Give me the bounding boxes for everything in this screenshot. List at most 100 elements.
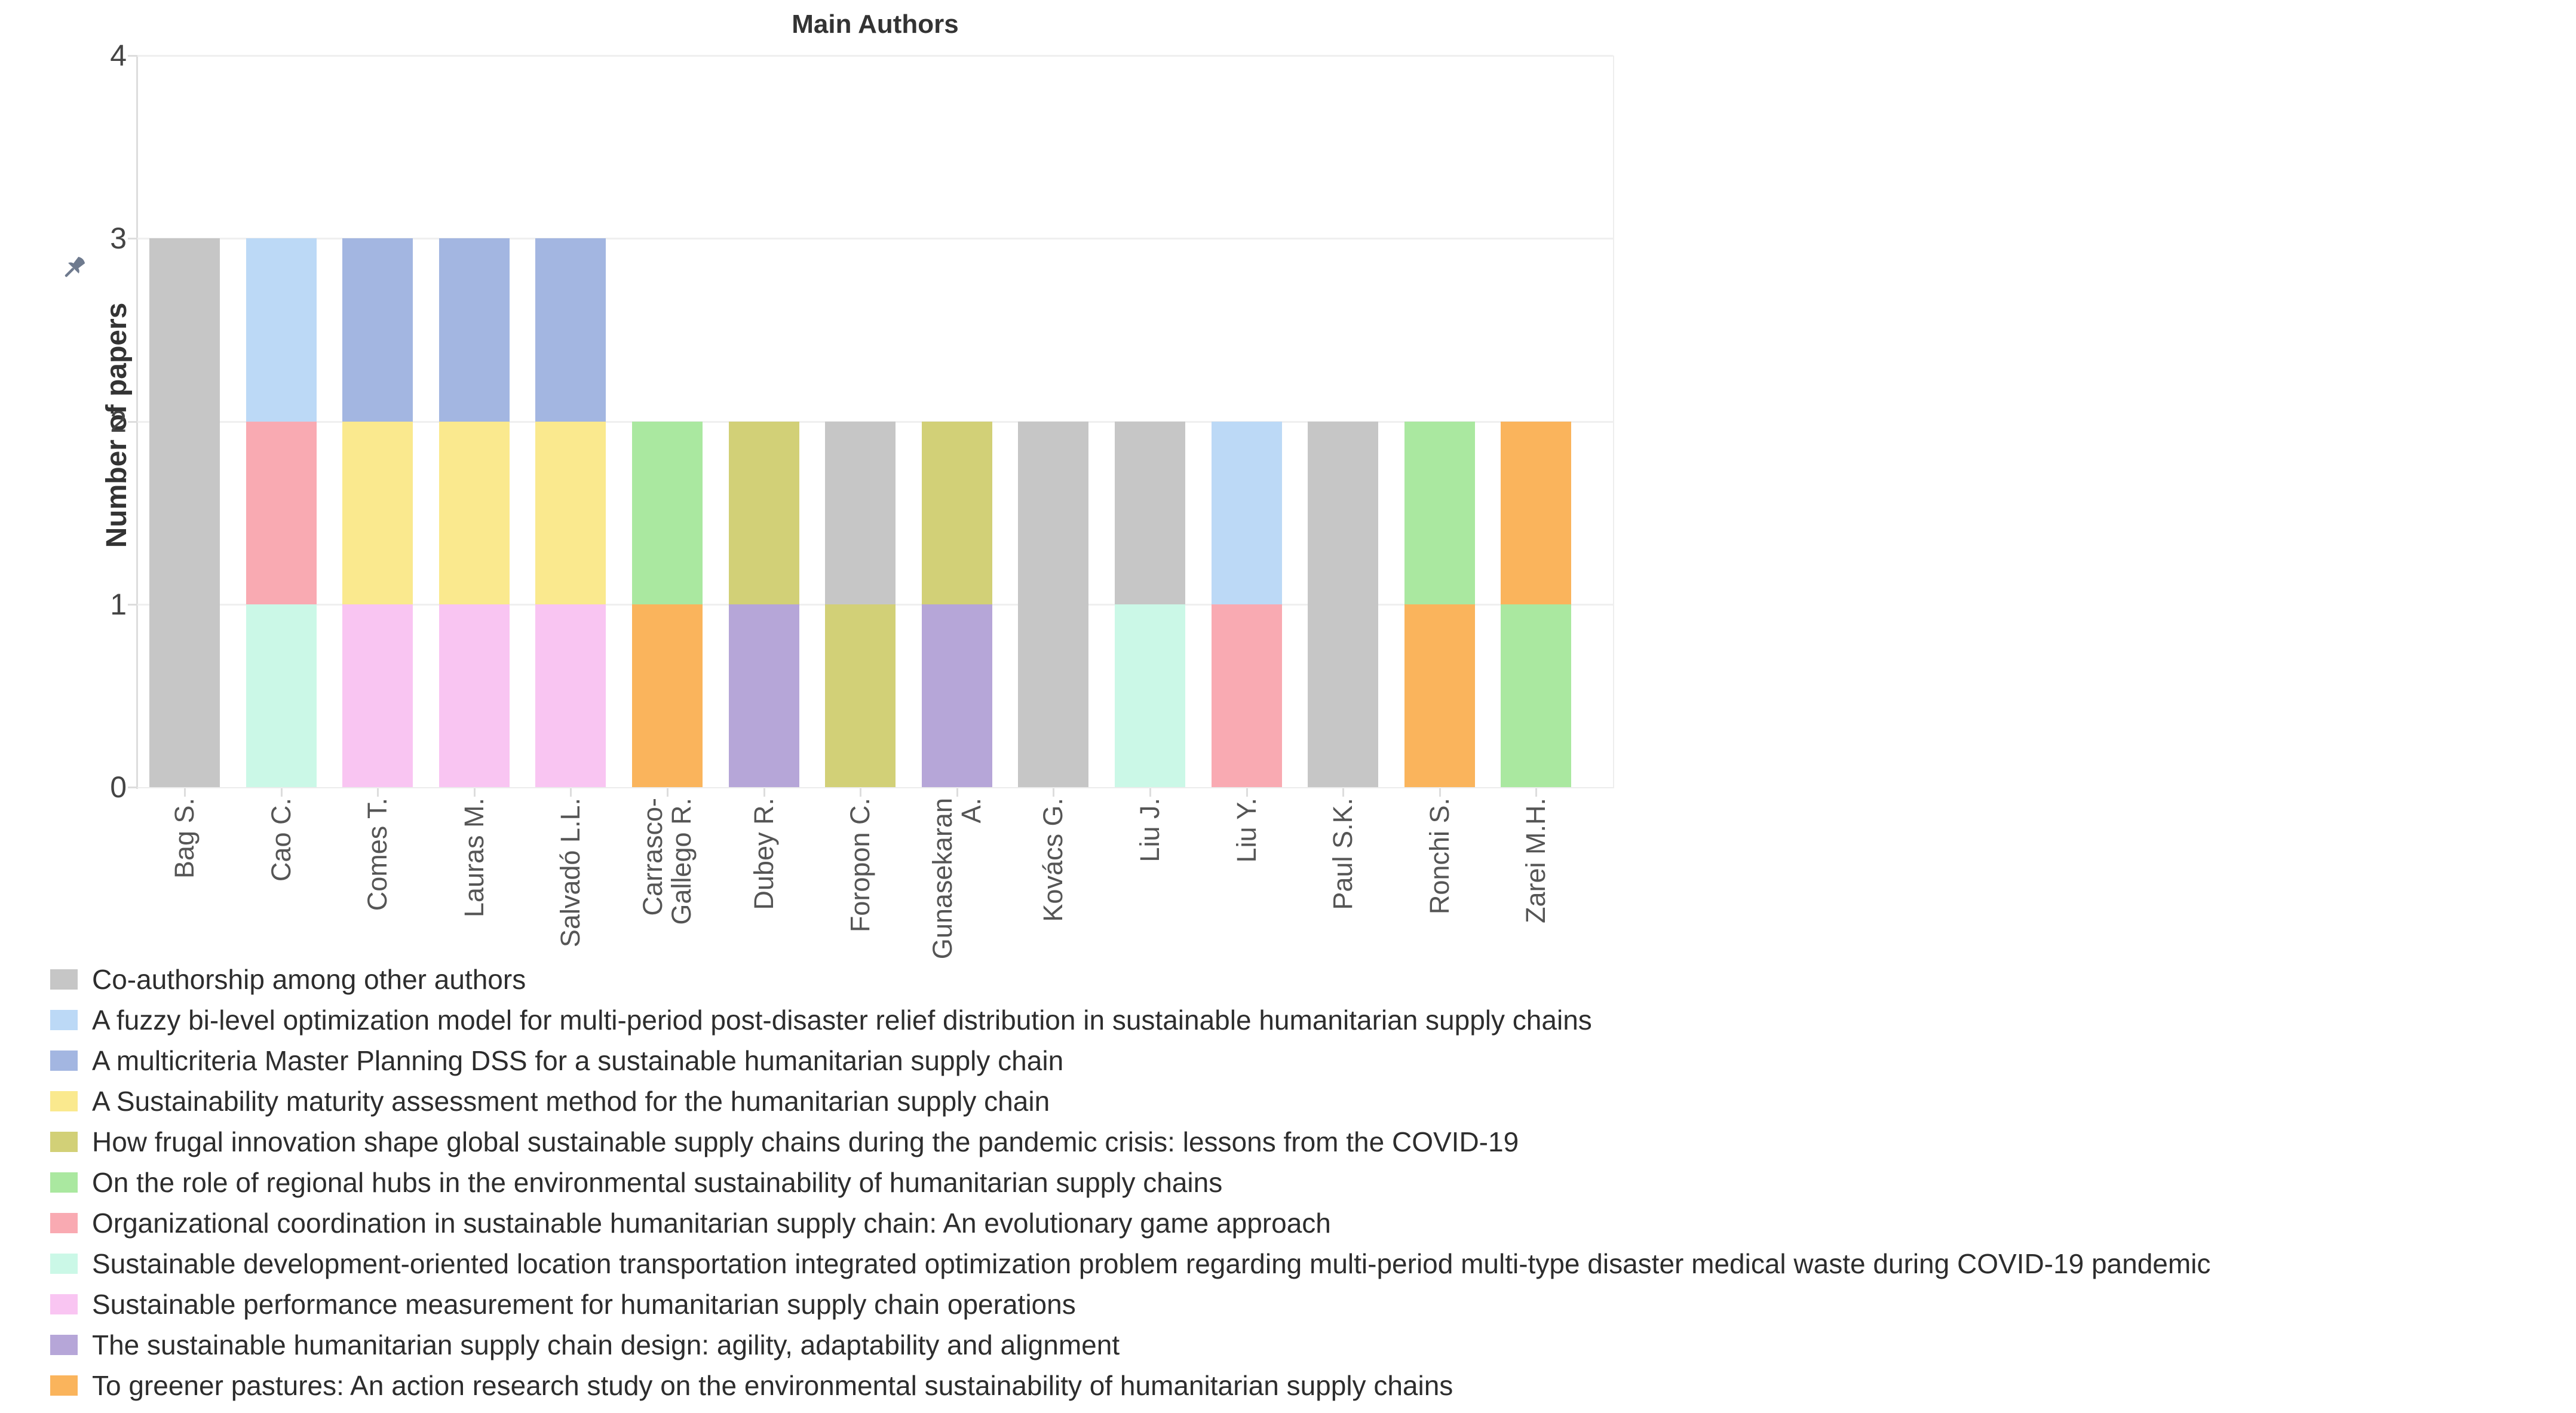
legend-swatch — [50, 1375, 78, 1396]
legend-row[interactable]: Sustainable performance measurement for … — [50, 1284, 2210, 1325]
x-tick-mark — [667, 788, 668, 797]
bar-segment[interactable] — [1404, 421, 1475, 604]
legend-swatch — [50, 1091, 78, 1111]
x-tick-mark — [184, 788, 186, 797]
bar-segment[interactable] — [1308, 421, 1379, 604]
bar-segment[interactable] — [342, 604, 413, 787]
legend-row[interactable]: Organizational coordination in sustainab… — [50, 1203, 2210, 1243]
bar-segment[interactable] — [825, 421, 896, 604]
bar-segment[interactable] — [1501, 421, 1572, 604]
gridline-y-3 — [137, 238, 1613, 240]
bar-segment[interactable] — [632, 421, 703, 604]
legend-row[interactable]: Co-authorship among other authors — [50, 959, 2210, 1000]
bar-segment[interactable] — [1018, 421, 1089, 604]
legend-swatch — [50, 1132, 78, 1152]
bar-segment[interactable] — [149, 421, 220, 604]
legend: Co-authorship among other authors A fuzzy… — [50, 959, 2210, 1406]
x-axis-line — [137, 787, 1613, 788]
pin-icon[interactable] — [56, 253, 91, 288]
bar-segment[interactable] — [728, 421, 799, 604]
legend-label: The sustainable humanitarian supply chai… — [92, 1329, 1120, 1360]
bar-segment[interactable] — [246, 238, 317, 422]
legend-row[interactable]: Sustainable development-oriented locatio… — [50, 1243, 2210, 1284]
x-tick-mark — [280, 788, 283, 797]
y-tick-label-0: 0 — [110, 770, 127, 804]
x-tick-mark — [956, 788, 958, 797]
bar-segment[interactable] — [632, 604, 703, 787]
legend-swatch — [50, 1254, 78, 1274]
bar-segment[interactable] — [246, 421, 317, 604]
bar-segment[interactable] — [1211, 421, 1282, 604]
bar-segment[interactable] — [246, 604, 317, 787]
bar-segment[interactable] — [535, 421, 606, 604]
legend-swatch — [50, 1010, 78, 1030]
legend-swatch — [50, 1335, 78, 1355]
y-tick-label-2: 2 — [110, 404, 127, 438]
bar-segment[interactable] — [342, 238, 413, 422]
y-tick-mark-0 — [128, 787, 137, 788]
bar-segment[interactable] — [1308, 604, 1379, 787]
legend-row[interactable]: On the role of regional hubs in the envi… — [50, 1162, 2210, 1203]
bar-segment[interactable] — [921, 604, 992, 787]
legend-row[interactable]: A Sustainability maturity assessment met… — [50, 1081, 2210, 1122]
legend-swatch — [50, 1213, 78, 1233]
legend-label: A Sustainability maturity assessment met… — [92, 1086, 1050, 1117]
legend-label: How frugal innovation shape global susta… — [92, 1126, 1519, 1157]
chart-title: Main Authors — [792, 10, 959, 39]
legend-swatch — [50, 1050, 78, 1071]
bar-segment[interactable] — [1501, 604, 1572, 787]
legend-label: Organizational coordination in sustainab… — [92, 1208, 1331, 1239]
y-tick-mark-3 — [128, 238, 137, 240]
bar-segment[interactable] — [1115, 604, 1185, 787]
legend-row[interactable]: A multicriteria Master Planning DSS for … — [50, 1040, 2210, 1081]
y-tick-label-1: 1 — [110, 587, 127, 621]
y-tick-label-3: 3 — [110, 222, 127, 256]
x-tick-mark — [473, 788, 476, 797]
bar-segment[interactable] — [1404, 604, 1475, 787]
bar-segment[interactable] — [1018, 604, 1089, 787]
x-tick-mark — [1342, 788, 1345, 797]
bar-segment[interactable] — [728, 604, 799, 787]
legend-swatch — [50, 969, 78, 990]
bar-segment[interactable] — [921, 421, 992, 604]
x-tick-mark — [860, 788, 862, 797]
legend-label: Sustainable performance measurement for … — [92, 1289, 1076, 1320]
legend-label: A fuzzy bi-level optimization model for … — [92, 1005, 1592, 1036]
y-tick-label-4: 4 — [110, 39, 127, 72]
legend-swatch — [50, 1294, 78, 1314]
x-tick-mark — [570, 788, 572, 797]
y-tick-mark-4 — [128, 55, 137, 57]
bar-segment[interactable] — [149, 604, 220, 787]
legend-row[interactable]: A fuzzy bi-level optimization model for … — [50, 1000, 2210, 1040]
bar-segment[interactable] — [825, 604, 896, 787]
legend-label: On the role of regional hubs in the envi… — [92, 1167, 1223, 1198]
x-tick-mark — [1149, 788, 1151, 797]
y-tick-mark-2 — [128, 420, 137, 423]
bar-segment[interactable] — [438, 238, 510, 422]
legend-row[interactable]: How frugal innovation shape global susta… — [50, 1122, 2210, 1162]
bar-segment[interactable] — [535, 604, 606, 787]
x-tick-mark — [1246, 788, 1248, 797]
x-tick-mark — [1053, 788, 1055, 797]
x-tick-mark — [1535, 788, 1538, 797]
bar-segment[interactable] — [438, 421, 510, 604]
x-tick-mark — [763, 788, 765, 797]
plot-right-border — [1613, 56, 1614, 788]
legend-row[interactable]: The sustainable humanitarian supply chai… — [50, 1325, 2210, 1365]
bar-segment[interactable] — [438, 604, 510, 787]
legend-label: To greener pastures: An action research … — [92, 1370, 1453, 1401]
bar-segment[interactable] — [1211, 604, 1282, 787]
bar-segment[interactable] — [342, 421, 413, 604]
legend-label: Co-authorship among other authors — [92, 964, 526, 995]
x-tick-mark — [377, 788, 379, 797]
y-tick-mark-1 — [128, 603, 137, 606]
bar-segment[interactable] — [535, 238, 606, 422]
legend-swatch — [50, 1172, 78, 1193]
gridline-y-4 — [137, 55, 1613, 57]
legend-label: Sustainable development-oriented locatio… — [92, 1248, 2211, 1279]
bar-segment[interactable] — [149, 238, 220, 422]
legend-row[interactable]: To greener pastures: An action research … — [50, 1365, 2210, 1406]
x-tick-mark — [1439, 788, 1441, 797]
bar-segment[interactable] — [1115, 421, 1185, 604]
